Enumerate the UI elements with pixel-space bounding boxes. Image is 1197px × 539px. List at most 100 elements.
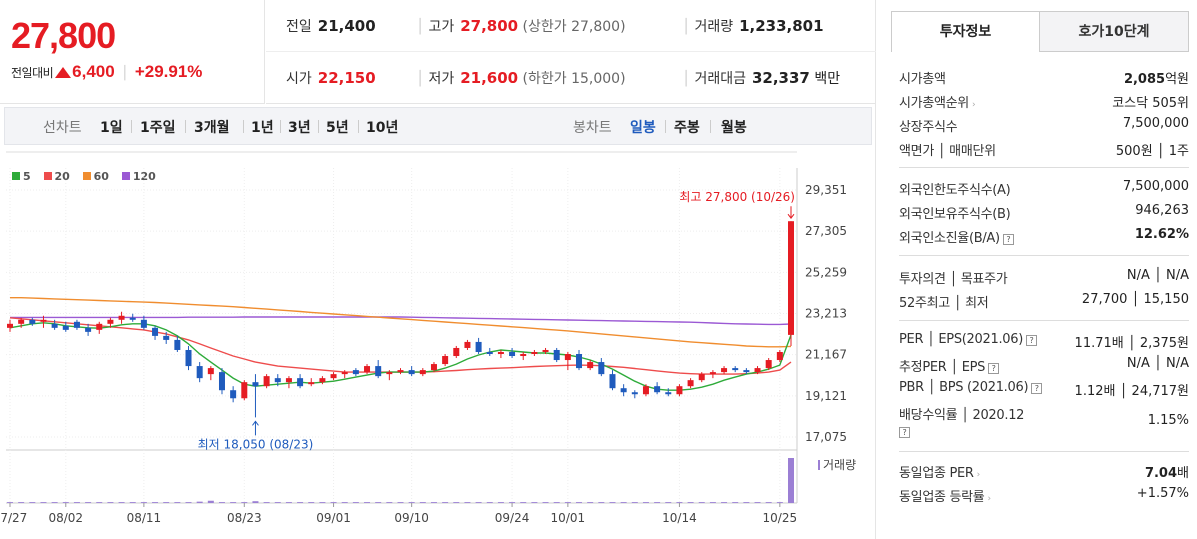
candle-body: [285, 378, 292, 383]
help-icon[interactable]: ?: [1002, 234, 1014, 245]
candle-body: [709, 372, 716, 375]
up-triangle-icon: [55, 67, 72, 78]
range-3y[interactable]: 3년: [288, 120, 311, 136]
section-foreign: 외국인한도주식수(A) 7,500,000 외국인보유주식수(B) 946,263 …: [899, 176, 1189, 248]
down-arrow-icon: [787, 213, 795, 220]
volume-bar: [107, 502, 114, 503]
volume-bar: [330, 502, 337, 503]
foreign-holding-value: 946,263: [1135, 203, 1189, 218]
candle-body: [654, 386, 661, 393]
industry-change-label: 동일업종 등락률 ›: [899, 486, 991, 505]
foreign-ratio-label: 외국인소진율(B/A)?: [899, 227, 1014, 246]
range-3m[interactable]: 3개월: [194, 120, 230, 136]
market-cap-number: 2,085: [1123, 72, 1166, 87]
prev-close-label: 전일: [286, 19, 312, 35]
candle-daily[interactable]: 일봉: [630, 120, 656, 136]
volume-bar: [743, 502, 750, 503]
ma60-swatch: [82, 172, 91, 180]
volume-bar: [408, 502, 415, 503]
candle-body: [85, 327, 92, 332]
range-1w[interactable]: 1주일: [140, 120, 176, 136]
row-market-cap-rank[interactable]: 시가총액순위 › 코스닥 505위: [899, 89, 1189, 113]
volume-bar: [40, 502, 47, 503]
dividend-value: 1.15%: [1147, 413, 1189, 428]
candle-body: [453, 347, 460, 357]
foreign-ratio-value: 12.62%: [1135, 227, 1189, 242]
opinion-value: N/A │ N/A: [1126, 268, 1189, 283]
range-1d[interactable]: 1일: [100, 120, 123, 136]
volume-bar: [341, 502, 348, 503]
candle-body: [319, 378, 326, 383]
candle-body: [152, 327, 159, 336]
candle-body: [341, 372, 348, 375]
opinion-label: 투자의견 │ 목표주가: [899, 272, 1008, 287]
divider: [243, 120, 244, 133]
row-listed-shares: 상장주식수 7,500,000: [899, 113, 1189, 137]
row-market-cap: 시가총액 2,085억원: [899, 65, 1189, 89]
listed-shares-label: 상장주식수: [899, 120, 958, 135]
open-label: 시가: [286, 71, 312, 87]
volume: │ 거래량 1,233,801: [682, 16, 824, 36]
range-1y[interactable]: 1년: [251, 120, 274, 136]
candle-body: [40, 319, 47, 322]
market-cap-unit: 억원: [1165, 72, 1189, 87]
candle-body: [486, 351, 493, 355]
tab-orderbook[interactable]: 호가10단계: [1040, 11, 1189, 52]
volume-bar: [118, 502, 125, 503]
candle-body: [531, 351, 538, 355]
change-label: 전일대비: [11, 66, 54, 80]
foreign-limit-label: 외국인한도주식수(A): [899, 183, 1011, 198]
volume-bar: [96, 502, 103, 503]
volume-bar: [687, 502, 694, 503]
low-price: │ 저가 21,600 (하한가 15,000): [416, 68, 626, 88]
candle-monthly[interactable]: 월봉: [721, 120, 747, 136]
x-tick-label: 09/24: [495, 511, 530, 525]
upper-limit: (상한가 27,800): [522, 19, 626, 35]
row-est-per: 추정PER │ EPS? N/A │ N/A: [899, 353, 1189, 377]
help-icon[interactable]: ?: [1031, 383, 1043, 394]
range-10y[interactable]: 10년: [366, 120, 399, 136]
candle-body: [397, 370, 404, 373]
volume-bar: [152, 502, 159, 503]
candle-body: [698, 374, 705, 381]
ma20-line: [9, 317, 792, 375]
candle-body: [297, 378, 304, 387]
candle-body: [51, 323, 58, 328]
divider: [358, 120, 359, 133]
volume-bar: [375, 502, 382, 503]
candle-body: [553, 349, 560, 361]
market-cap-label: 시가총액: [899, 72, 946, 87]
row-industry-change[interactable]: 동일업종 등락률 › +1.57%: [899, 483, 1189, 507]
divider: [318, 120, 319, 133]
candle-body: [196, 366, 203, 379]
legend-ma120: 120: [121, 170, 156, 183]
volume-bar: [18, 502, 25, 503]
divider: [899, 167, 1189, 168]
candle-body: [73, 321, 80, 328]
volume-bar: [620, 502, 627, 503]
row-industry-per[interactable]: 동일업종 PER › 7.04배: [899, 459, 1189, 483]
help-icon[interactable]: ?: [899, 427, 910, 438]
help-icon[interactable]: ?: [1026, 335, 1037, 346]
candle-body: [29, 319, 36, 324]
volume-bar: [776, 502, 783, 503]
help-icon[interactable]: ?: [988, 363, 1000, 374]
volume-bar: [576, 502, 583, 503]
range-5y[interactable]: 5년: [326, 120, 349, 136]
candle-weekly[interactable]: 주봉: [674, 120, 700, 136]
volume-bar: [62, 502, 69, 503]
candle-body: [263, 376, 270, 387]
est-per-value: N/A │ N/A: [1126, 356, 1189, 371]
candle-body: [308, 382, 315, 385]
divider: │: [416, 19, 425, 35]
foreign-limit-value: 7,500,000: [1122, 179, 1189, 194]
price-chart[interactable]: 29,351 27,305 25,259 23,213 21,167 19,121 17,0…: [0, 148, 876, 539]
volume-bar: [765, 502, 772, 503]
candle-body: [721, 368, 728, 373]
candle-body: [598, 362, 605, 375]
industry-per-number: 7.04: [1144, 466, 1178, 481]
per-label: PER │ EPS(2021.06)?: [899, 332, 1037, 347]
up-arrow-icon: [252, 420, 259, 426]
tab-investment-info[interactable]: 투자정보: [891, 11, 1040, 52]
volume-legend-mark: [818, 460, 820, 470]
